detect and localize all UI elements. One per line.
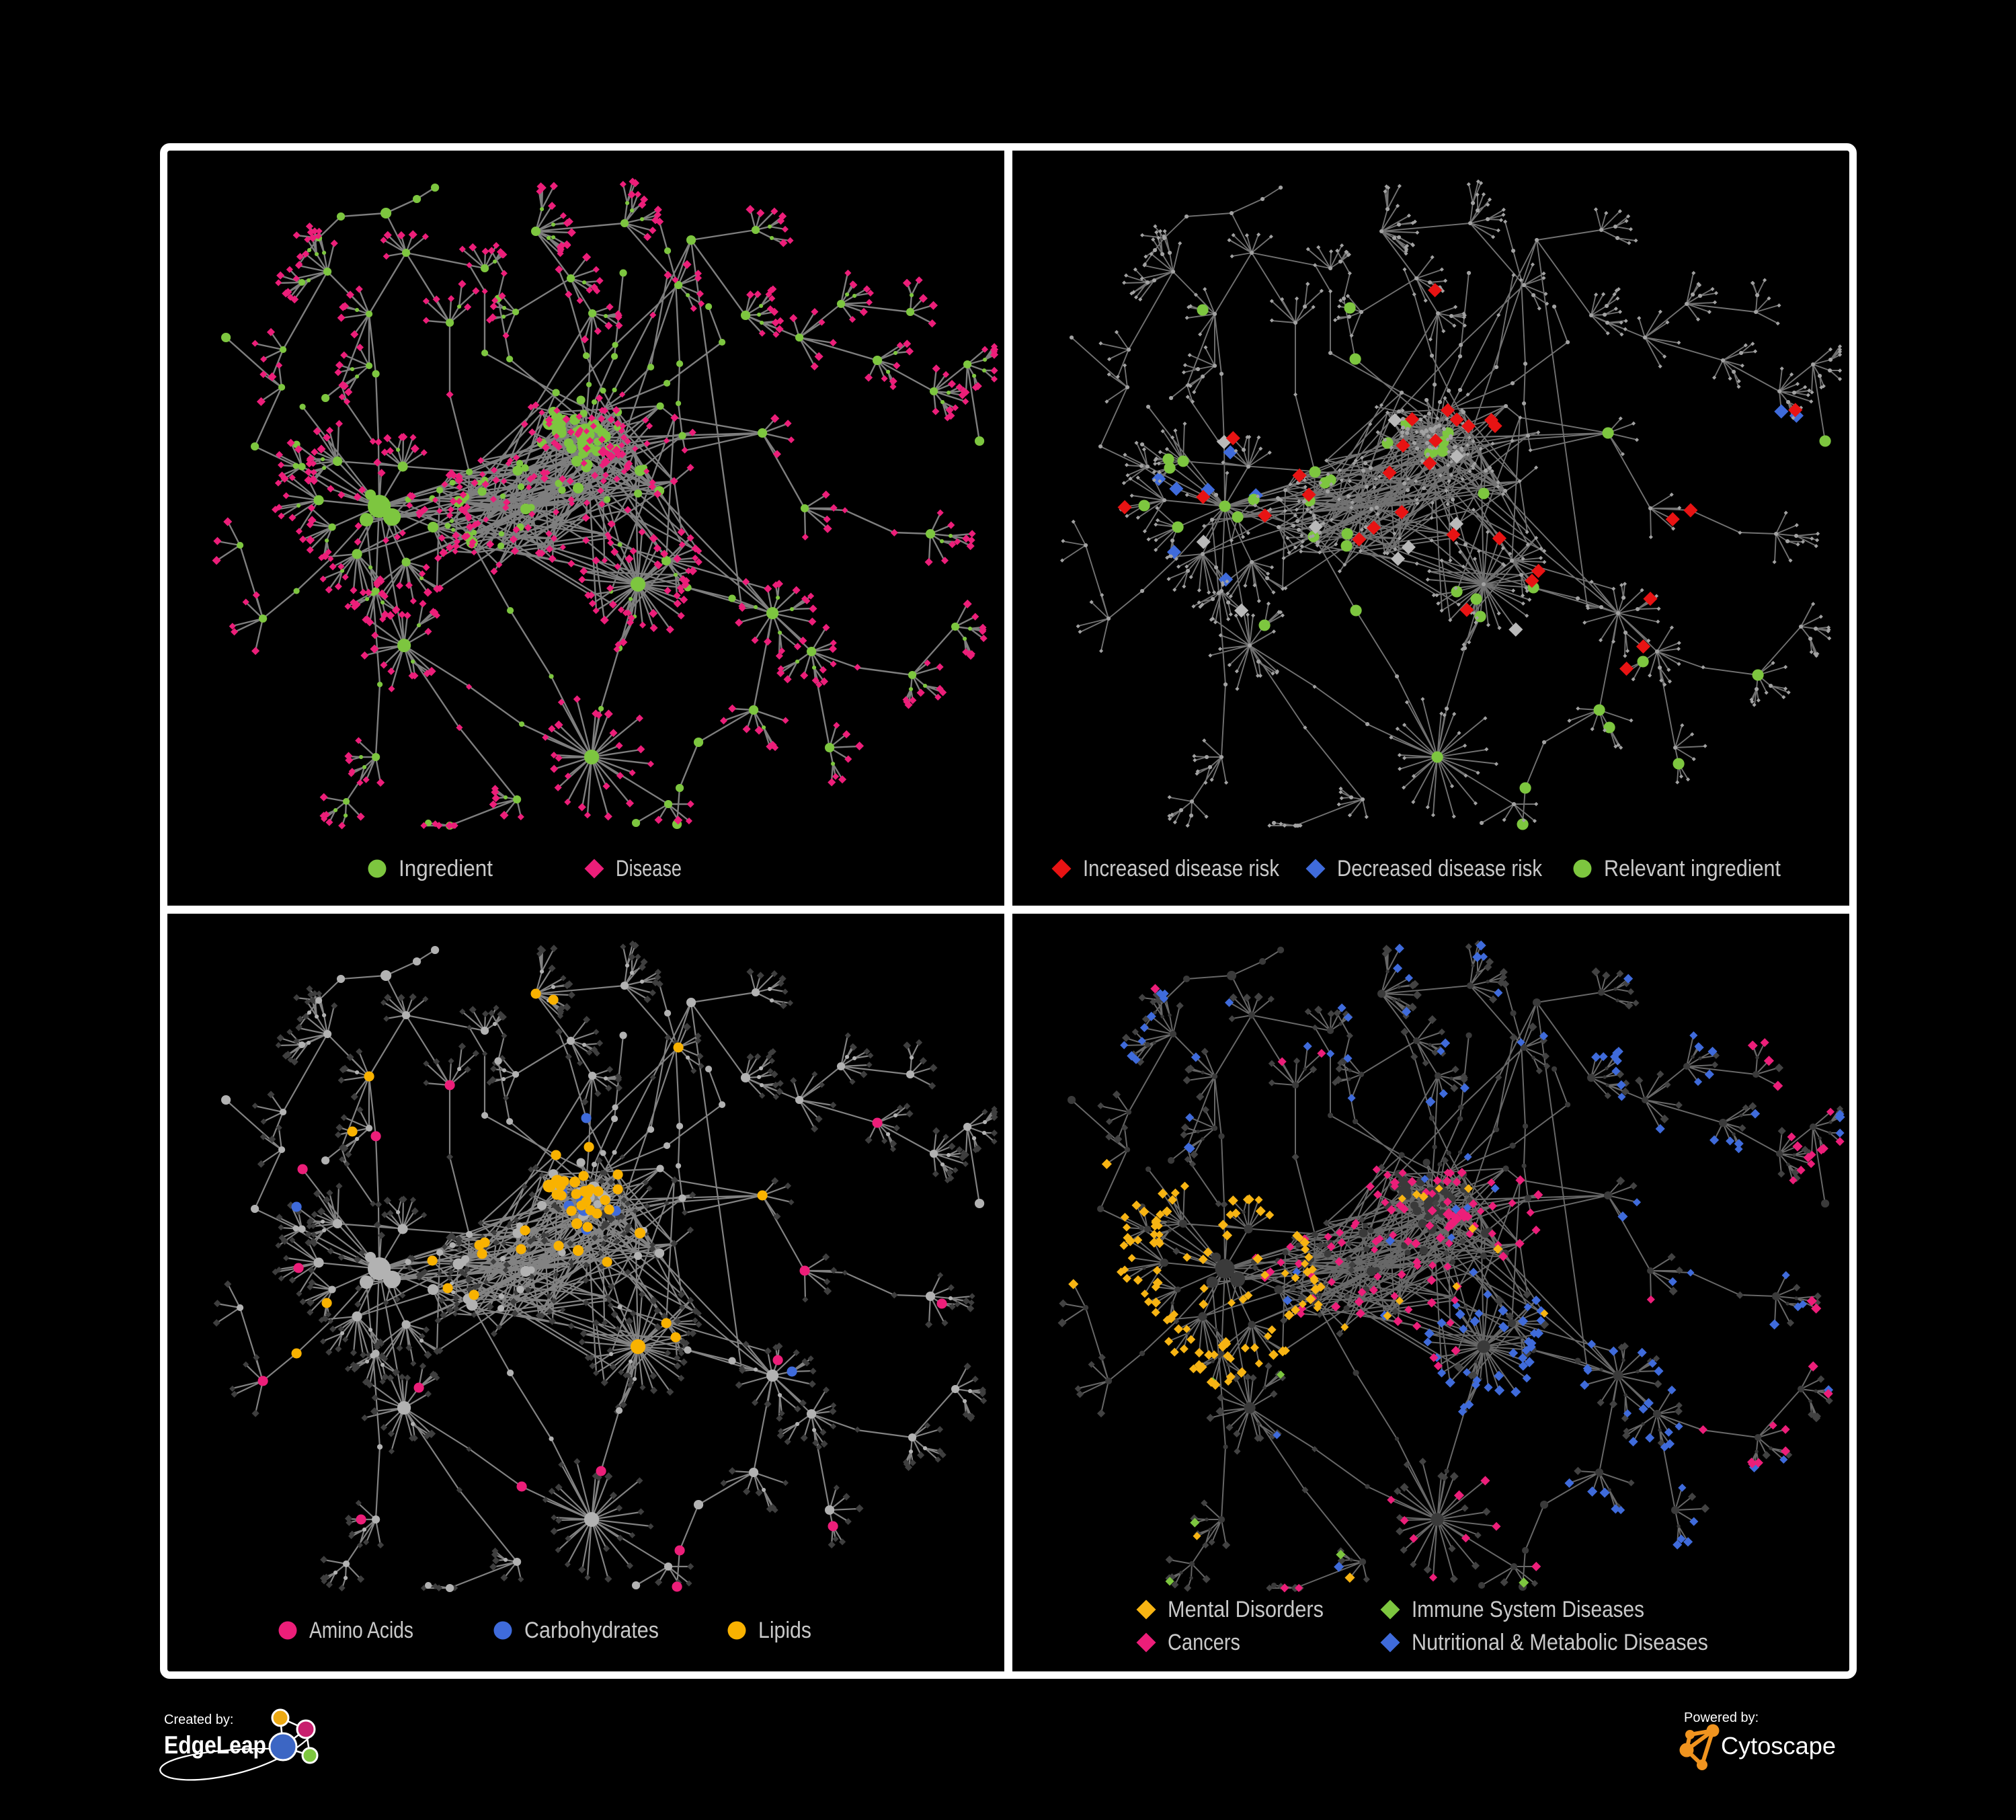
svg-text:Cancers: Cancers bbox=[1168, 1630, 1240, 1655]
svg-text:EdgeLeap: EdgeLeap bbox=[164, 1731, 266, 1759]
svg-text:Ingredient: Ingredient bbox=[399, 856, 493, 881]
svg-text:Relevant ingredient: Relevant ingredient bbox=[1604, 856, 1781, 881]
svg-text:Increased disease risk: Increased disease risk bbox=[1083, 856, 1280, 881]
svg-text:Lipids: Lipids bbox=[758, 1618, 811, 1643]
svg-text:Carbohydrates: Carbohydrates bbox=[524, 1618, 659, 1643]
svg-text:Amino Acids: Amino Acids bbox=[309, 1618, 413, 1643]
svg-text:Decreased disease risk: Decreased disease risk bbox=[1337, 856, 1543, 881]
svg-text:Cytoscape: Cytoscape bbox=[1721, 1732, 1836, 1759]
svg-text:Disease: Disease bbox=[616, 856, 682, 881]
svg-text:Nutritional & Metabolic Diseas: Nutritional & Metabolic Diseases bbox=[1412, 1630, 1708, 1655]
svg-text:Mental Disorders: Mental Disorders bbox=[1168, 1597, 1324, 1622]
svg-text:Immune System Diseases: Immune System Diseases bbox=[1412, 1597, 1644, 1622]
svg-text:Powered by:: Powered by: bbox=[1684, 1710, 1759, 1725]
svg-text:Created by:: Created by: bbox=[164, 1712, 233, 1727]
